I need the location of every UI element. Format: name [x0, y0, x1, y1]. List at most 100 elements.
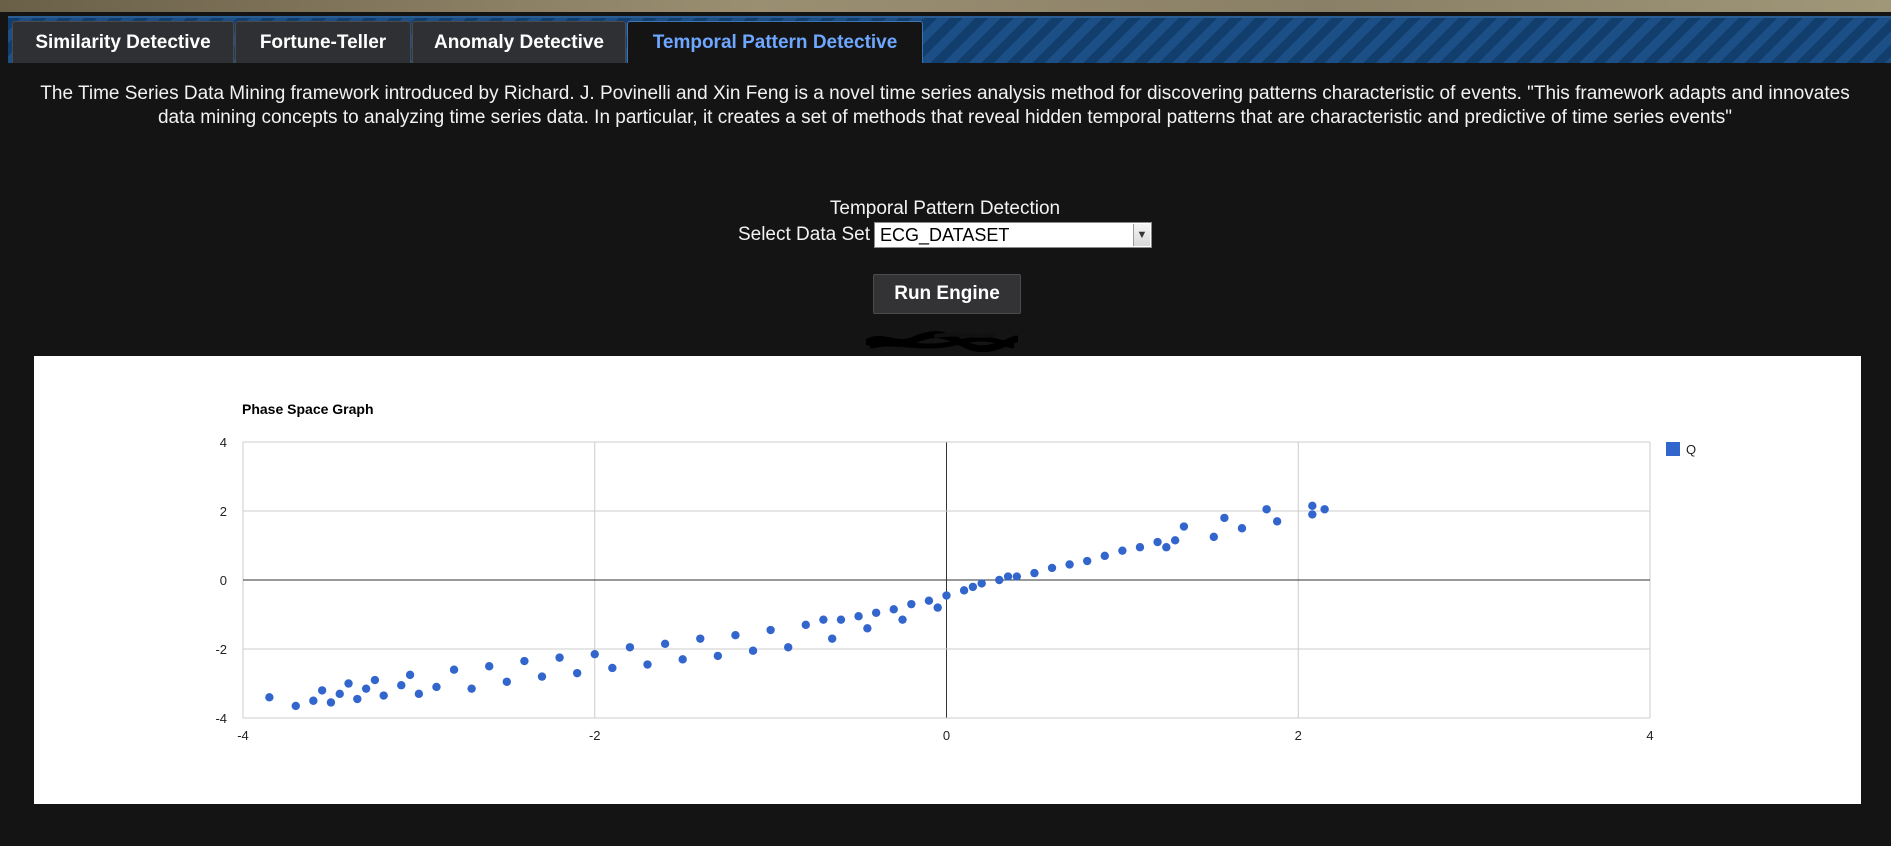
- run-engine-button[interactable]: Run Engine: [873, 274, 1021, 314]
- y-tick-label: -4: [215, 711, 227, 726]
- data-point[interactable]: [871, 608, 881, 617]
- legend-swatch: [1666, 442, 1680, 456]
- data-point[interactable]: [1100, 551, 1109, 561]
- data-point[interactable]: [608, 663, 617, 673]
- data-point[interactable]: [898, 615, 907, 624]
- data-point[interactable]: [625, 643, 635, 652]
- data-point[interactable]: [995, 575, 1004, 585]
- data-point[interactable]: [1135, 543, 1145, 552]
- data-point[interactable]: [1220, 513, 1229, 523]
- data-point[interactable]: [713, 651, 723, 661]
- section-title: Temporal Pattern Detection: [829, 198, 1061, 219]
- data-point[interactable]: [449, 665, 459, 674]
- data-point[interactable]: [1047, 563, 1057, 573]
- data-point[interactable]: [1162, 543, 1171, 552]
- x-tick-label: 2: [1295, 728, 1302, 743]
- data-point[interactable]: [335, 689, 344, 699]
- data-point[interactable]: [291, 701, 300, 711]
- data-point[interactable]: [889, 605, 898, 614]
- tab-similarity-detective[interactable]: Similarity Detective: [12, 21, 234, 63]
- data-point[interactable]: [696, 634, 705, 643]
- data-point[interactable]: [502, 677, 512, 686]
- data-point[interactable]: [1209, 532, 1219, 542]
- data-point[interactable]: [827, 634, 837, 643]
- data-point[interactable]: [1272, 517, 1282, 526]
- data-point[interactable]: [317, 686, 327, 695]
- data-point[interactable]: [731, 631, 740, 640]
- data-point[interactable]: [537, 672, 547, 681]
- data-point[interactable]: [643, 660, 652, 669]
- x-tick-label: 0: [943, 728, 950, 743]
- data-point[interactable]: [1003, 572, 1013, 581]
- data-point[interactable]: [977, 579, 986, 588]
- chart-title: Phase Space Graph: [242, 401, 374, 417]
- data-point[interactable]: [748, 646, 758, 655]
- data-point[interactable]: [1237, 524, 1247, 533]
- tab-bar: Similarity Detective Fortune-Teller Anom…: [8, 16, 1891, 63]
- data-point[interactable]: [326, 698, 336, 707]
- data-point[interactable]: [863, 624, 872, 633]
- data-point[interactable]: [766, 625, 775, 635]
- tab-anomaly-detective[interactable]: Anomaly Detective: [412, 21, 626, 63]
- data-point[interactable]: [784, 643, 793, 652]
- data-point[interactable]: [1030, 568, 1039, 578]
- data-point[interactable]: [1153, 537, 1162, 547]
- data-point[interactable]: [1170, 536, 1180, 545]
- data-point[interactable]: [405, 670, 415, 680]
- chevron-down-icon[interactable]: ▼: [1133, 224, 1150, 246]
- data-point[interactable]: [1012, 572, 1022, 581]
- data-point[interactable]: [309, 696, 318, 705]
- data-point[interactable]: [1320, 505, 1329, 514]
- select-dataset-label: Select Data Set: [737, 224, 870, 245]
- data-point[interactable]: [370, 675, 380, 685]
- framework-description: The Time Series Data Mining framework in…: [40, 83, 1850, 128]
- dataset-select-value: ECG_DATASET: [880, 225, 1010, 245]
- redaction-scribble: [866, 331, 1018, 352]
- tab-fortune-teller[interactable]: Fortune-Teller: [235, 21, 411, 63]
- data-point[interactable]: [1083, 556, 1092, 566]
- data-point[interactable]: [678, 655, 687, 664]
- y-tick-label: 0: [220, 573, 227, 588]
- data-point[interactable]: [968, 582, 978, 592]
- data-point[interactable]: [924, 596, 934, 605]
- data-point[interactable]: [590, 649, 599, 659]
- data-point[interactable]: [344, 679, 353, 688]
- data-point[interactable]: [942, 591, 951, 600]
- data-point[interactable]: [933, 603, 942, 612]
- data-point[interactable]: [1308, 501, 1317, 511]
- dataset-select[interactable]: ECG_DATASET ▼: [874, 222, 1152, 248]
- data-point[interactable]: [1179, 522, 1189, 531]
- data-point[interactable]: [1262, 505, 1271, 514]
- data-point[interactable]: [836, 615, 846, 624]
- data-point[interactable]: [854, 612, 863, 621]
- data-point[interactable]: [265, 693, 274, 702]
- data-point[interactable]: [520, 656, 529, 666]
- data-point[interactable]: [572, 668, 582, 678]
- x-tick-label: -2: [589, 728, 601, 743]
- y-tick-label: 4: [220, 435, 227, 450]
- chart-panel: Phase Space Graph -4 -2 0 2 4 4 2 0 -2 -4 Q: [34, 356, 1861, 804]
- data-point[interactable]: [432, 682, 441, 692]
- data-point[interactable]: [555, 653, 564, 662]
- x-tick-label: 4: [1646, 728, 1653, 743]
- data-point[interactable]: [959, 586, 969, 595]
- data-point[interactable]: [907, 599, 916, 609]
- data-point[interactable]: [485, 662, 494, 671]
- legend-label: Q: [1686, 442, 1696, 457]
- data-point[interactable]: [379, 691, 388, 700]
- data-point[interactable]: [467, 684, 476, 693]
- x-tick-label: -4: [237, 728, 249, 743]
- data-point[interactable]: [353, 694, 362, 704]
- data-point[interactable]: [397, 681, 406, 690]
- data-point[interactable]: [801, 620, 810, 630]
- y-tick-label: 2: [220, 504, 227, 519]
- data-point[interactable]: [1308, 510, 1317, 519]
- y-tick-label: -2: [215, 642, 227, 657]
- data-point[interactable]: [1065, 560, 1074, 569]
- data-point[interactable]: [819, 615, 828, 624]
- tab-temporal-pattern-detective[interactable]: Temporal Pattern Detective: [627, 21, 923, 63]
- data-point[interactable]: [361, 684, 371, 693]
- data-point[interactable]: [414, 689, 424, 699]
- data-point[interactable]: [660, 639, 670, 649]
- data-point[interactable]: [1118, 546, 1127, 555]
